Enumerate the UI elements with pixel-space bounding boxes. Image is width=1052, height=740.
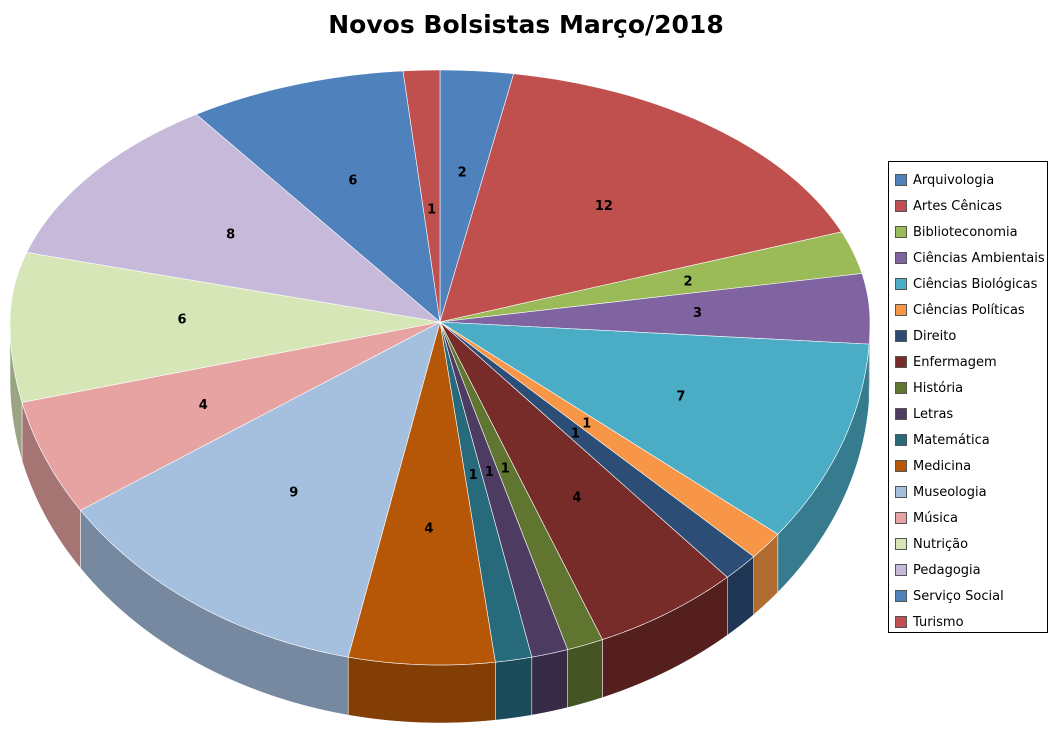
legend-item: Ciências Ambientais [895,245,1047,271]
legend-swatch [895,512,907,524]
slice-side-9 [531,649,568,716]
data-label: 3 [693,306,702,321]
data-label: 12 [595,199,613,214]
slice-ciências-políticas[interactable] [439,321,779,557]
slice-side-10 [495,656,533,721]
data-label: 8 [226,228,235,243]
legend-swatch [895,382,907,394]
legend-label: Artes Cênicas [913,198,1003,214]
legend-item: Biblioteconomia [895,219,1047,245]
legend-swatch [895,174,907,186]
legend-swatch [895,252,907,264]
slice-nutrição[interactable] [9,252,441,403]
legend-label: Música [913,510,958,526]
legend-label: Ciências Biológicas [913,276,1038,292]
slice-direito[interactable] [439,321,755,578]
legend-label: Medicina [913,458,972,474]
legend-swatch [895,356,907,368]
legend-item: Ciências Biológicas [895,271,1047,297]
legend-item: Serviço Social [895,583,1047,609]
slice-biblioteconomia[interactable] [439,231,863,323]
legend-label: Museologia [913,484,987,500]
legend-swatch [895,616,907,628]
data-label: 9 [289,486,298,501]
legend-label: Enfermagem [913,354,997,370]
legend-item: Matemática [895,427,1047,453]
slice-turismo[interactable] [402,69,441,323]
data-label: 1 [582,417,591,432]
data-label: 2 [683,274,692,289]
legend: Arquivologia Artes Cênicas Biblioteconomia… [888,161,1048,633]
legend-swatch [895,434,907,446]
slice-ciências-biológicas[interactable] [438,321,870,535]
legend-label: Letras [913,406,954,422]
data-label: 6 [178,313,187,328]
legend-swatch [895,564,907,576]
legend-label: Serviço Social [913,588,1004,604]
data-label: 6 [348,174,357,189]
legend-label: História [913,380,964,396]
legend-item: Artes Cênicas [895,193,1047,219]
data-label: 1 [501,461,510,476]
data-label: 4 [572,490,581,505]
legend-item: Ciências Políticas [895,297,1047,323]
legend-item: Medicina [895,453,1047,479]
slice-medicina[interactable] [347,321,496,666]
slice-matemática[interactable] [439,321,533,663]
data-label: 7 [676,390,685,405]
legend-item: Letras [895,401,1047,427]
data-label: 1 [485,465,494,480]
legend-item: Enfermagem [895,349,1047,375]
slice-side-8 [567,639,603,708]
legend-swatch [895,304,907,316]
legend-item: Pedagogia [895,557,1047,583]
legend-swatch [895,460,907,472]
legend-item: História [895,375,1047,401]
slice-artes-cênicas[interactable] [439,73,843,323]
legend-item: Direito [895,323,1047,349]
legend-label: Turismo [913,614,964,630]
data-label: 2 [458,165,467,180]
slice-ciências-ambientais[interactable] [439,273,871,345]
legend-swatch [895,408,907,420]
legend-item: Museologia [895,479,1047,505]
slice-história[interactable] [439,321,603,650]
data-label: 1 [469,468,478,483]
legend-label: Ciências Políticas [913,302,1025,318]
legend-item: Turismo [895,609,1047,635]
slice-pedagogia[interactable] [26,114,442,323]
legend-label: Biblioteconomia [913,224,1018,240]
legend-label: Arquivologia [913,172,995,188]
legend-swatch [895,226,907,238]
data-label: 4 [424,522,433,537]
data-label: 1 [427,203,436,218]
slice-enfermagem[interactable] [439,321,728,640]
legend-label: Matemática [913,432,990,448]
slice-serviço-social[interactable] [195,70,441,323]
legend-swatch [895,330,907,342]
legend-item: Arquivologia [895,167,1047,193]
legend-swatch [895,538,907,550]
data-label: 4 [199,398,208,413]
slice-música[interactable] [21,321,441,511]
legend-swatch [895,200,907,212]
chart-title: Novos Bolsistas Março/2018 [328,10,724,39]
legend-label: Pedagogia [913,562,981,578]
legend-swatch [895,590,907,602]
slice-museologia[interactable] [80,321,441,658]
legend-swatch [895,278,907,290]
legend-item: Música [895,505,1047,531]
slice-side-11 [347,656,496,724]
slice-letras[interactable] [439,321,568,658]
legend-swatch [895,486,907,498]
data-label: 1 [571,426,580,441]
legend-label: Direito [913,328,957,344]
legend-label: Ciências Ambientais [913,250,1045,266]
legend-label: Nutrição [913,536,969,552]
legend-item: Nutrição [895,531,1047,557]
